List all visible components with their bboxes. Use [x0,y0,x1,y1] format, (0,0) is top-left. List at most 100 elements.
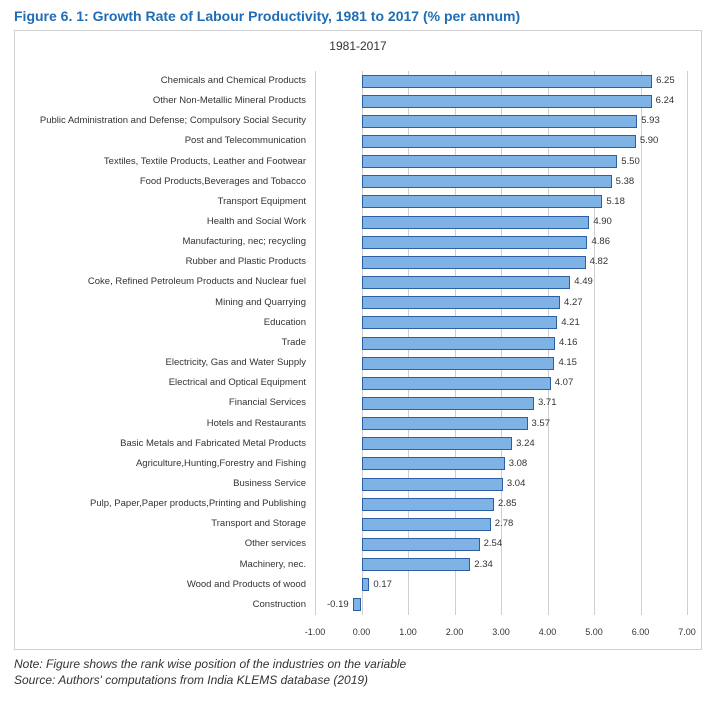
category-label: Transport and Storage [16,514,306,534]
value-label: 6.24 [656,91,675,111]
category-label: Pulp, Paper,Paper products,Printing and … [16,494,306,514]
bar [362,457,505,470]
bar [362,417,528,430]
gridline [641,71,642,615]
category-label: Education [16,313,306,333]
category-label: Trade [16,333,306,353]
category-label: Post and Telecommunication [16,131,306,151]
figure-title: Figure 6. 1: Growth Rate of Labour Produ… [14,8,703,24]
category-label: Mining and Quarrying [16,293,306,313]
bar [362,397,535,410]
bar [362,195,603,208]
x-tick-label: 5.00 [585,627,603,637]
bar [362,115,638,128]
figure-note-text: Note: Figure shows the rank wise positio… [14,656,703,672]
bar [362,498,495,511]
category-label: Machinery, nec. [16,555,306,575]
figure-notes: Note: Figure shows the rank wise positio… [14,656,703,688]
value-label: 3.04 [507,474,526,494]
bar [362,478,503,491]
x-tick-label: 3.00 [492,627,510,637]
x-tick-label: 6.00 [632,627,650,637]
x-tick-label: 1.00 [399,627,417,637]
chart-frame: 1981-2017 Chemicals and Chemical Product… [14,30,702,650]
category-label: Health and Social Work [16,212,306,232]
value-label: 5.18 [606,192,625,212]
category-label: Wood and Products of wood [16,575,306,595]
figure-page: Figure 6. 1: Growth Rate of Labour Produ… [0,0,717,701]
value-label: 4.49 [574,272,593,292]
value-label: 5.38 [616,172,635,192]
bar [362,296,561,309]
bar [362,538,480,551]
category-label: Chemicals and Chemical Products [16,71,306,91]
value-label: 3.71 [538,393,557,413]
category-label: Other services [16,534,306,554]
bar [362,357,555,370]
value-label: 2.85 [498,494,517,514]
gridline [594,71,595,615]
category-label: Business Service [16,474,306,494]
value-label: 3.08 [509,454,528,474]
bar [362,316,558,329]
category-label: Electricity, Gas and Water Supply [16,353,306,373]
value-label: 4.15 [558,353,577,373]
bar [362,518,491,531]
chart-subtitle: 1981-2017 [15,39,701,53]
category-label: Construction [16,595,306,615]
x-tick-label: -1.00 [305,627,326,637]
category-label: Food Products,Beverages and Tobacco [16,172,306,192]
category-label: Other Non-Metallic Mineral Products [16,91,306,111]
bar [362,377,551,390]
category-label: Hotels and Restaurants [16,414,306,434]
category-label: Textiles, Textile Products, Leather and … [16,152,306,172]
value-label: 4.86 [591,232,610,252]
value-label: 2.34 [474,555,493,575]
bar [362,558,471,571]
category-label: Basic Metals and Fabricated Metal Produc… [16,434,306,454]
x-tick-label: 7.00 [678,627,696,637]
bar [353,598,362,611]
value-label: 2.78 [495,514,514,534]
bar [362,75,653,88]
bar [362,337,555,350]
category-label: Manufacturing, nec; recycling [16,232,306,252]
figure-source-text: Source: Authors' computations from India… [14,672,703,688]
value-label: 5.50 [621,152,640,172]
category-label: Public Administration and Defense; Compu… [16,111,306,131]
value-label: 5.93 [641,111,660,131]
value-label: 4.27 [564,293,583,313]
value-label: 4.16 [559,333,578,353]
bar [362,256,586,269]
category-label: Transport Equipment [16,192,306,212]
bar [362,437,513,450]
value-label: 0.17 [373,575,392,595]
category-label: Agriculture,Hunting,Forestry and Fishing [16,454,306,474]
category-label: Rubber and Plastic Products [16,252,306,272]
gridline [315,71,316,615]
category-label: Financial Services [16,393,306,413]
value-label: 3.57 [532,414,551,434]
value-label: 4.21 [561,313,580,333]
bar [362,135,636,148]
bar [362,155,618,168]
value-label: -0.19 [327,595,349,615]
bar [362,578,370,591]
bar [362,236,588,249]
value-label: 4.82 [590,252,609,272]
value-label: 4.90 [593,212,612,232]
x-tick-label: 2.00 [446,627,464,637]
value-label: 2.54 [484,534,503,554]
gridline [687,71,688,615]
value-label: 3.24 [516,434,535,454]
category-label: Electrical and Optical Equipment [16,373,306,393]
bar [362,175,612,188]
x-tick-label: 0.00 [353,627,371,637]
value-label: 6.25 [656,71,675,91]
category-label: Coke, Refined Petroleum Products and Nuc… [16,272,306,292]
bar [362,216,590,229]
value-label: 4.07 [555,373,574,393]
value-label: 5.90 [640,131,659,151]
bar [362,95,652,108]
x-tick-label: 4.00 [539,627,557,637]
